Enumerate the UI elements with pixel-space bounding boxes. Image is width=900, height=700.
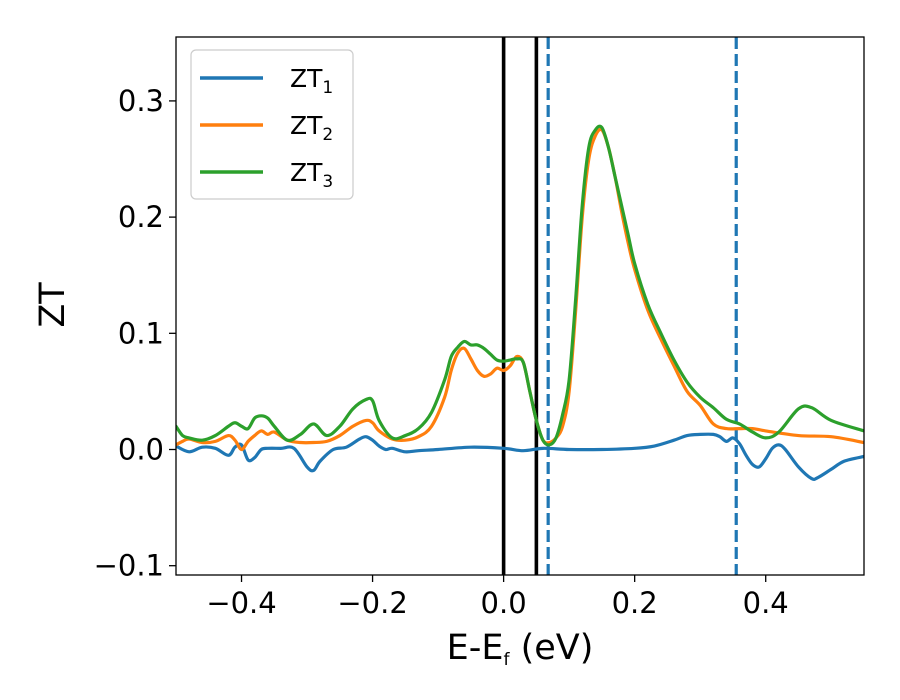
legend-label-zt1: ZT1 — [290, 64, 333, 98]
x-tick-label: 0.0 — [481, 586, 527, 620]
y-axis-label: ZT — [33, 282, 73, 328]
legend-label-zt3: ZT3 — [290, 158, 333, 192]
y-tick-label: 0.2 — [118, 200, 164, 234]
x-axis-ticks: −0.4 −0.2 0.0 0.2 0.4 — [206, 575, 789, 620]
y-tick-label: 0.3 — [118, 84, 164, 118]
y-tick-label: 0.0 — [118, 433, 164, 467]
y-axis-ticks: −0.1 0.0 0.1 0.2 0.3 — [94, 84, 176, 583]
legend: ZT1 ZT2 ZT3 — [190, 49, 354, 200]
y-tick-label: −0.1 — [94, 549, 164, 583]
x-tick-label: −0.2 — [337, 586, 407, 620]
x-tick-label: 0.4 — [743, 586, 789, 620]
y-tick-label: 0.1 — [118, 316, 164, 350]
vertical-reference-lines — [501, 37, 738, 575]
series-line-zt1 — [176, 432, 864, 481]
legend-box — [190, 49, 354, 200]
series-lines — [176, 124, 864, 481]
x-axis-label: E-Ef (eV) — [447, 628, 594, 670]
x-tick-label: 0.2 — [612, 586, 658, 620]
x-tick-label: −0.4 — [206, 586, 276, 620]
series-line-zt3 — [176, 124, 864, 447]
series-line-zt2 — [176, 127, 864, 452]
legend-label-zt2: ZT2 — [290, 111, 333, 145]
plot-frame — [175, 36, 865, 576]
